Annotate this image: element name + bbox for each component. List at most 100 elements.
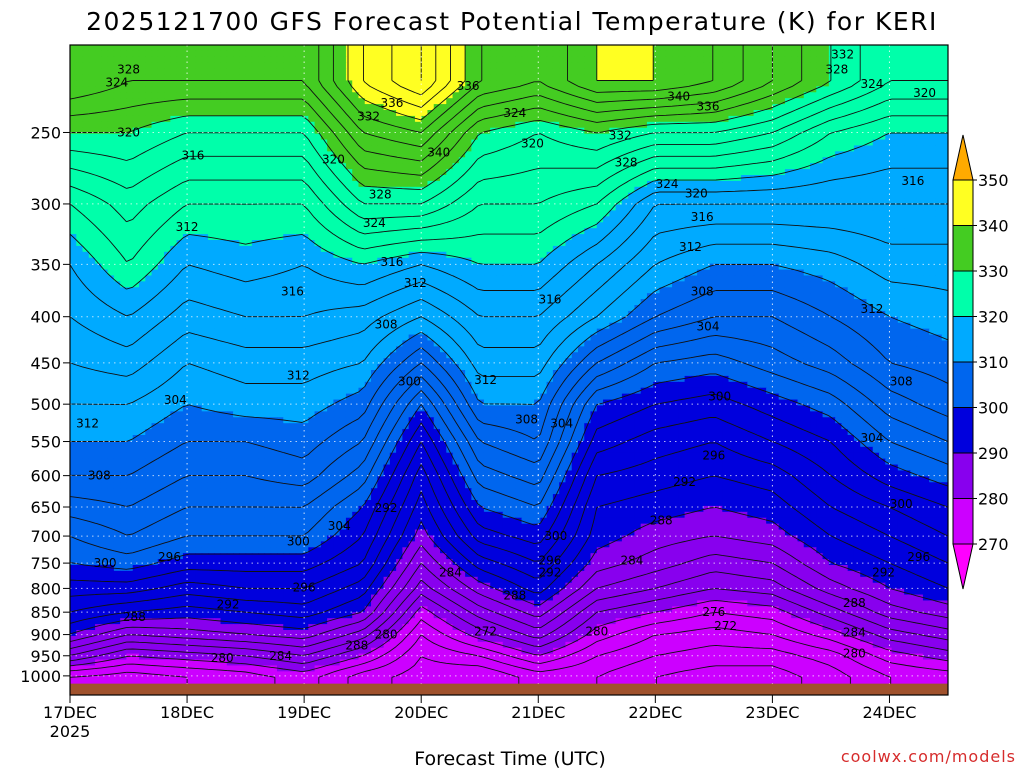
theta-cell xyxy=(88,251,96,259)
theta-cell xyxy=(446,169,454,176)
theta-cell xyxy=(371,245,378,253)
theta-cell xyxy=(665,45,673,52)
theta-cell xyxy=(690,198,698,206)
theta-cell xyxy=(170,245,178,253)
theta-cell xyxy=(791,121,799,129)
theta-cell xyxy=(565,245,573,253)
theta-cell xyxy=(70,163,77,170)
theta-cell xyxy=(352,245,360,253)
theta-cell xyxy=(684,56,692,64)
theta-cell xyxy=(816,163,824,170)
theta-cell xyxy=(891,245,899,253)
theta-cell xyxy=(552,228,560,235)
theta-cell xyxy=(584,62,592,70)
theta-cell xyxy=(822,98,830,105)
theta-cell xyxy=(471,92,479,99)
theta-cell xyxy=(352,145,360,152)
theta-cell xyxy=(220,68,228,76)
theta-cell xyxy=(684,68,692,76)
theta-cell xyxy=(534,115,541,123)
theta-cell xyxy=(483,204,491,212)
theta-cell xyxy=(766,157,773,164)
theta-cell xyxy=(101,157,109,164)
theta-cell xyxy=(320,86,328,93)
theta-cell xyxy=(891,98,899,105)
theta-cell xyxy=(609,175,617,182)
theta-cell xyxy=(678,110,686,117)
theta-cell xyxy=(697,210,705,217)
theta-cell xyxy=(922,68,930,76)
theta-cell xyxy=(389,74,397,82)
theta-cell xyxy=(665,222,673,229)
theta-cell xyxy=(540,228,548,235)
theta-cell xyxy=(690,50,698,58)
theta-cell xyxy=(70,169,77,176)
theta-cell xyxy=(797,80,805,87)
theta-cell xyxy=(753,115,761,123)
theta-cell xyxy=(383,180,391,188)
theta-cell xyxy=(603,145,610,152)
theta-cell xyxy=(841,68,849,76)
theta-cell xyxy=(759,62,767,70)
theta-cell xyxy=(358,210,366,217)
theta-cell xyxy=(107,45,115,52)
theta-cell xyxy=(653,186,661,194)
theta-cell xyxy=(164,45,171,52)
theta-cell xyxy=(95,104,102,111)
theta-cell xyxy=(684,222,692,229)
theta-cell xyxy=(897,151,905,158)
theta-cell xyxy=(885,216,893,223)
theta-cell xyxy=(195,121,203,129)
theta-cell xyxy=(283,228,291,235)
theta-cell xyxy=(596,56,604,64)
theta-cell xyxy=(540,151,548,158)
theta-cell xyxy=(778,169,786,176)
theta-cell xyxy=(741,110,748,117)
theta-cell xyxy=(929,62,937,70)
theta-cell xyxy=(646,186,654,194)
theta-cell xyxy=(534,98,541,105)
theta-cell xyxy=(440,133,447,141)
theta-cell xyxy=(176,45,184,52)
theta-cell xyxy=(314,240,322,247)
theta-cell xyxy=(483,98,491,105)
theta-cell xyxy=(891,139,899,147)
theta-cell xyxy=(471,104,479,111)
theta-cell xyxy=(559,68,567,76)
theta-cell xyxy=(132,68,140,76)
theta-cell xyxy=(847,121,855,129)
theta-cell xyxy=(289,222,297,229)
theta-cell xyxy=(245,92,253,99)
theta-cell xyxy=(258,186,266,194)
theta-cell xyxy=(853,145,861,152)
theta-cell xyxy=(703,186,711,194)
theta-cell xyxy=(145,157,153,164)
theta-cell xyxy=(170,80,178,87)
theta-cell xyxy=(107,86,115,93)
theta-cell xyxy=(320,56,328,64)
theta-cell xyxy=(483,169,491,176)
theta-cell xyxy=(766,216,773,223)
theta-cell xyxy=(226,86,234,93)
theta-cell xyxy=(715,228,723,235)
theta-cell xyxy=(753,139,761,147)
theta-cell xyxy=(396,204,403,212)
theta-cell xyxy=(276,50,284,58)
theta-cell xyxy=(132,192,140,200)
theta-cell xyxy=(772,92,780,99)
theta-cell xyxy=(922,50,930,58)
theta-cell xyxy=(816,169,824,176)
theta-cell xyxy=(396,80,403,87)
theta-cell xyxy=(665,210,673,217)
theta-cell xyxy=(665,163,673,170)
theta-cell xyxy=(490,210,498,217)
theta-cell xyxy=(659,127,667,135)
theta-cell xyxy=(778,62,786,70)
theta-cell xyxy=(822,245,830,253)
theta-cell xyxy=(176,245,184,253)
theta-cell xyxy=(672,92,679,99)
theta-cell xyxy=(138,115,146,123)
theta-cell xyxy=(471,68,479,76)
theta-cell xyxy=(885,80,893,87)
theta-cell xyxy=(891,121,899,129)
